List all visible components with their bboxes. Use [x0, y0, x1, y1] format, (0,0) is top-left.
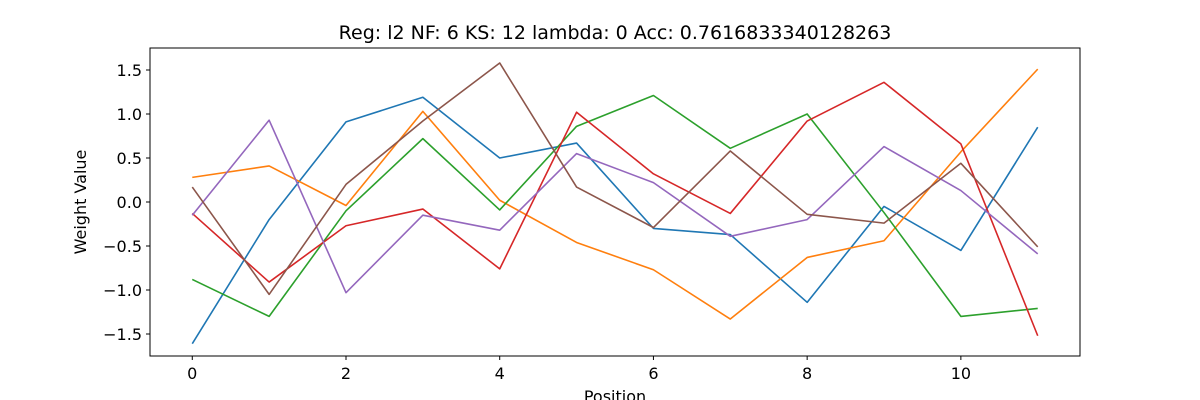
- y-tick-label: 1.0: [117, 105, 142, 124]
- y-axis: −1.5 −1.0 −0.5 0.0 0.5 1.0 1.5: [103, 61, 150, 344]
- series-line-4: [191, 81, 1039, 337]
- x-tick-label: 4: [495, 364, 505, 383]
- series-line-1: [191, 96, 1039, 345]
- x-tick-label: 0: [187, 364, 197, 383]
- y-tick-label: 0.0: [117, 193, 142, 212]
- y-tick-label: −0.5: [103, 237, 142, 256]
- plot-area: [191, 62, 1039, 345]
- x-tick-label: 2: [341, 364, 351, 383]
- y-tick-label: −1.0: [103, 281, 142, 300]
- axes-frame: [149, 47, 1081, 357]
- chart-title: Reg: l2 NF: 6 KS: 12 lambda: 0 Acc: 0.76…: [339, 22, 892, 44]
- series-line-2: [192, 68, 1039, 320]
- x-axis-label: Position: [584, 387, 646, 400]
- x-tick-label: 10: [951, 364, 971, 383]
- series-line-5: [191, 119, 1039, 294]
- series-line-3: [191, 94, 1038, 318]
- y-tick-label: 1.5: [117, 61, 142, 80]
- x-tick-label: 6: [648, 364, 658, 383]
- x-axis: 0 2 4 6 8 10: [187, 356, 971, 383]
- series-line-6: [191, 62, 1039, 296]
- y-axis-label: Weight Value: [71, 150, 90, 255]
- y-tick-label: −1.5: [103, 325, 142, 344]
- x-tick-label: 8: [802, 364, 812, 383]
- y-tick-label: 0.5: [117, 149, 142, 168]
